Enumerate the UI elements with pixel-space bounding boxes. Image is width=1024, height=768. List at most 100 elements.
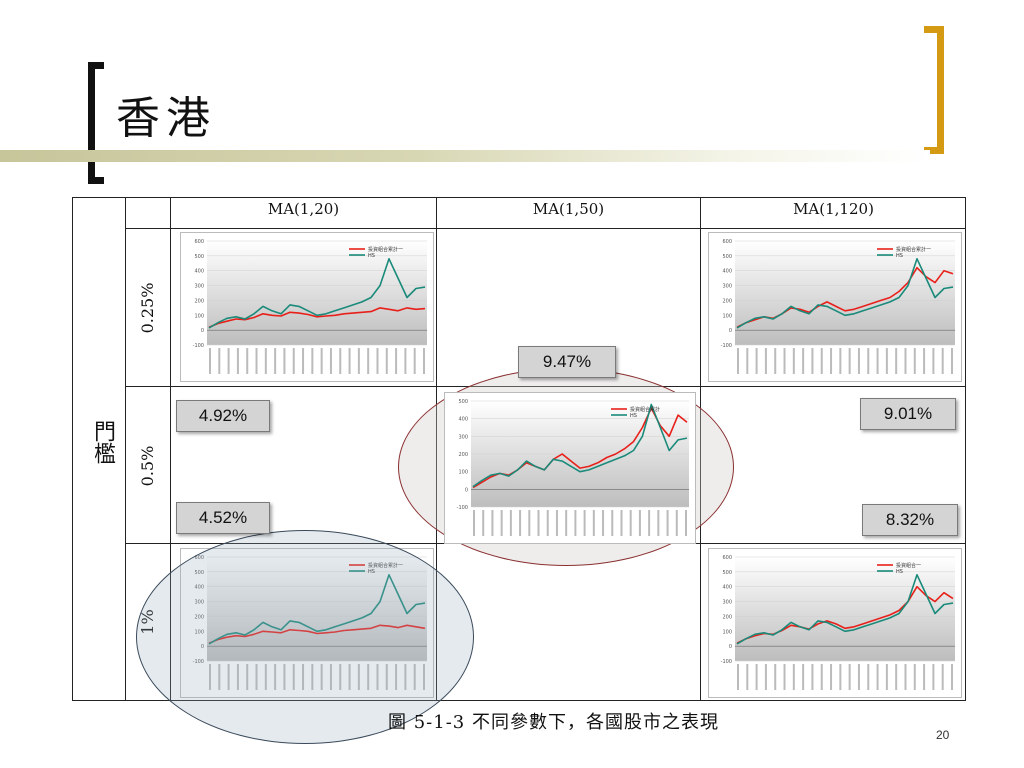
x-tick-label	[473, 510, 475, 536]
x-tick-label	[848, 664, 851, 690]
x-tick-label	[830, 348, 833, 374]
y-tick-label: 0	[729, 328, 732, 334]
x-tick-label	[867, 348, 870, 374]
x-tick-label	[574, 510, 577, 536]
column-header-ma50: MA(1,50)	[532, 200, 605, 218]
x-tick-label	[423, 348, 425, 374]
x-tick-label	[620, 510, 623, 536]
y-tick-label: 0	[201, 328, 204, 334]
x-tick-label	[395, 348, 398, 374]
legend-entry: HS	[896, 253, 903, 259]
x-tick-label	[764, 664, 767, 690]
x-tick-label	[737, 348, 739, 374]
y-tick-label: 200	[722, 298, 732, 304]
series-line-hs	[208, 257, 426, 329]
x-tick-label	[209, 348, 211, 374]
y-tick-label: 200	[194, 298, 204, 304]
x-tick-label	[857, 664, 860, 690]
row-header-0-25: 0.25%	[138, 282, 157, 334]
legend-entry: 投資組合一	[896, 562, 921, 569]
y-tick-label: -100	[457, 505, 468, 511]
plot-area	[735, 241, 955, 345]
y-tick-label: 500	[194, 254, 204, 260]
x-tick-label	[737, 664, 739, 690]
x-tick-label	[657, 510, 660, 536]
y-tick-label: 400	[722, 585, 732, 591]
x-tick-label	[755, 664, 758, 690]
y-tick-label: 200	[458, 452, 468, 458]
x-tick-label	[638, 510, 641, 536]
x-tick-label	[675, 510, 678, 536]
series-line-hs	[736, 257, 954, 329]
x-tick-label	[376, 348, 379, 374]
x-tick-label	[951, 348, 953, 374]
table-divider	[125, 228, 966, 229]
x-tick-label	[820, 664, 823, 690]
x-tick-label	[811, 664, 814, 690]
x-tick-label	[519, 510, 522, 536]
chart-ma50-0-5: 500 400 300 200 100 0 -100 投資組合累計 HS	[444, 392, 696, 544]
x-tick-label	[941, 348, 944, 374]
x-tick-label	[792, 348, 795, 374]
title-bracket-left	[88, 62, 104, 184]
y-tick-label: 600	[722, 555, 732, 561]
x-tick-label	[264, 348, 267, 374]
x-tick-label	[367, 348, 370, 374]
y-tick-label: 100	[194, 313, 204, 319]
x-tick-label	[583, 510, 586, 536]
x-tick-label	[329, 348, 332, 374]
legend-entry: HS	[630, 413, 637, 419]
x-tick-label	[913, 664, 916, 690]
x-tick-label	[923, 348, 926, 374]
y-tick-label: 100	[722, 313, 732, 319]
x-tick-label	[867, 664, 870, 690]
title-bracket-right	[924, 26, 944, 154]
y-tick-label: 0	[729, 644, 732, 650]
x-tick-label	[876, 664, 879, 690]
legend-entry: HS	[368, 253, 375, 259]
plot-area	[735, 557, 955, 661]
y-tick-label: -100	[193, 343, 204, 349]
x-tick-label	[565, 510, 568, 536]
callout-ma20-lower: 4.52%	[176, 502, 270, 534]
x-tick-label	[255, 348, 258, 374]
x-tick-label	[274, 348, 277, 374]
x-tick-label	[783, 664, 786, 690]
x-tick-label	[820, 348, 823, 374]
x-tick-label	[629, 510, 632, 536]
x-tick-label	[951, 664, 953, 690]
x-tick-label	[602, 510, 605, 536]
x-tick-label	[802, 348, 805, 374]
x-tick-label	[755, 348, 758, 374]
legend-entry: HS	[896, 569, 903, 575]
y-tick-label: 200	[722, 614, 732, 620]
callout-ma20-upper: 4.92%	[176, 400, 270, 432]
x-tick-label	[904, 664, 907, 690]
x-tick-label	[482, 510, 485, 536]
x-tick-label	[666, 510, 669, 536]
y-tick-label: 400	[194, 269, 204, 275]
legend-entry: 投資組合累計一	[368, 246, 403, 253]
y-tick-label: 600	[194, 239, 204, 245]
x-tick-label	[292, 348, 295, 374]
x-tick-label	[227, 348, 230, 374]
x-tick-label	[348, 348, 351, 374]
callout-ma120-upper: 9.01%	[860, 398, 956, 430]
x-tick-label	[764, 348, 767, 374]
x-tick-label	[802, 664, 805, 690]
x-tick-label	[932, 664, 935, 690]
callout-ma50-0-5: 9.47%	[518, 346, 616, 378]
chart-ma20-0-25: 600 500 400 300 200 100 0 -100 投資組合累計一 HS	[180, 232, 434, 382]
highlight-ellipse-ma20-1	[136, 530, 474, 744]
x-tick-label	[404, 348, 407, 374]
x-tick-label	[537, 510, 540, 536]
page-number: 20	[936, 728, 950, 742]
x-tick-label	[246, 348, 249, 374]
chart-ma120-0-25: 600 500 400 300 200 100 0 -100 投資組合累計一 HS	[708, 232, 962, 382]
x-tick-label	[218, 348, 221, 374]
x-tick-label	[546, 510, 549, 536]
x-tick-label	[685, 510, 687, 536]
slide-title: 香港	[116, 93, 216, 144]
x-tick-label	[839, 664, 842, 690]
